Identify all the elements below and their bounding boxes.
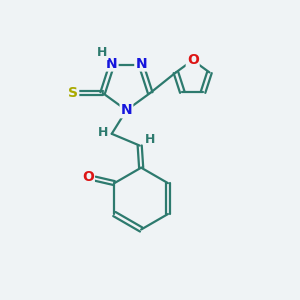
Text: S: S — [68, 86, 78, 100]
Text: H: H — [98, 126, 108, 139]
Text: H: H — [145, 133, 155, 146]
Text: O: O — [82, 170, 94, 184]
Text: N: N — [135, 56, 147, 70]
Text: O: O — [187, 53, 199, 67]
Text: N: N — [121, 103, 132, 117]
Text: H: H — [97, 46, 107, 59]
Text: N: N — [106, 56, 118, 70]
